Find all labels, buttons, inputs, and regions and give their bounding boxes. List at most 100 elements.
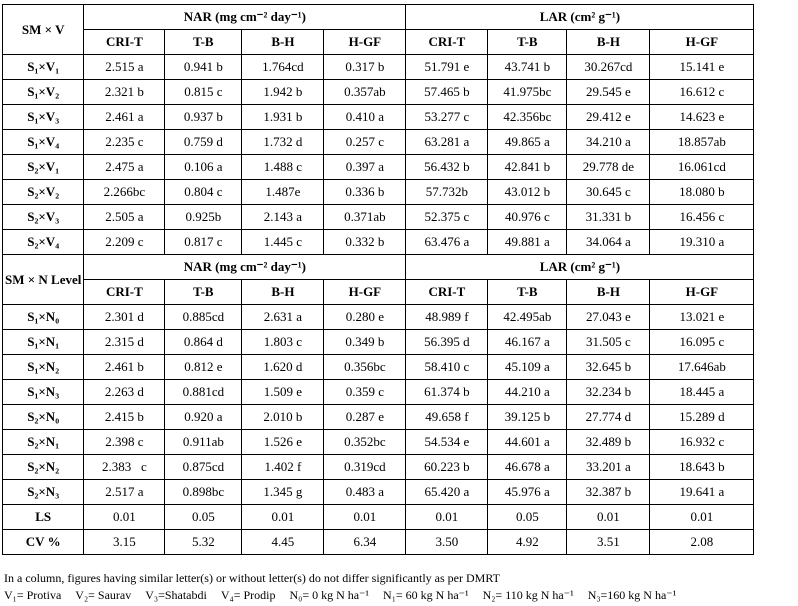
data-row: S₁×V₁ 2.515 a 0.941 b 1.764cd 0.317 b 51.791 … [1,54,755,80]
cell: 34.210 a [566,129,651,155]
cell: 2.266bc [83,179,166,205]
cell: 5.32 [164,529,243,555]
cell: 0.357ab [323,79,407,105]
cell: 2.415 b [83,404,166,430]
cell: 0.483 a [323,479,407,505]
row-label: S₁×V₃ [1,104,85,130]
cell: 2.631 a [241,304,325,330]
cell: 2.475 a [83,154,166,180]
cell: 0.812 e [164,354,243,380]
cell: 0.01 [649,504,755,530]
row-label: S₁×N₃ [1,379,85,405]
cell: 0.815 c [164,79,243,105]
cell: 2.321 b [83,79,166,105]
row-label: S₁×V₂ [1,79,85,105]
cell: 48.989 f [405,304,489,330]
cell: 1.345 g [241,479,325,505]
cell: 0.875cd [164,454,243,480]
cell: 63.476 a [405,229,489,255]
legend-item: N₂= 110 kg N ha⁻¹ [482,588,574,602]
cell: 0.01 [241,504,325,530]
cell: 31.331 b [566,204,651,230]
stage-header: B-H [566,29,651,55]
cell: 33.201 a [566,454,651,480]
cell: 1.942 b [241,79,325,105]
cell: 29.778 de [566,154,651,180]
cell: 32.234 b [566,379,651,405]
cell: 43.012 b [487,179,568,205]
cell: 0.106 a [164,154,243,180]
cell: 0.332 b [323,229,407,255]
cell: 0.359 c [323,379,407,405]
section-label: SM × V [1,4,85,55]
cell: 15.141 e [649,54,755,80]
cell: 0.05 [164,504,243,530]
stage-header: T-B [487,29,568,55]
cell: 4.92 [487,529,568,555]
cell: 0.759 d [164,129,243,155]
row-label: S₂×V₄ [1,229,85,255]
cell: 1.764cd [241,54,325,80]
cell: 0.352bc [323,429,407,455]
cell: 32.489 b [566,429,651,455]
row-label: S₂×V₁ [1,154,85,180]
cell: 0.01 [566,504,651,530]
cell: 39.125 b [487,404,568,430]
cell: 0.937 b [164,104,243,130]
stage-header: B-H [241,29,325,55]
stage-header: CRI-T [83,279,166,305]
cell: 19.641 a [649,479,755,505]
cell: 44.210 a [487,379,568,405]
cell: 1.488 c [241,154,325,180]
table-wrap: SM × V NAR (mg cm⁻² day⁻¹) LAR (cm² g⁻¹) CR… [1,4,755,555]
cell: 49.865 a [487,129,568,155]
cell: 53.277 c [405,104,489,130]
cell: 65.420 a [405,479,489,505]
cell: 17.646ab [649,354,755,380]
row-label: S₁×N₁ [1,329,85,355]
data-row: S₂×V₁ 2.475 a 0.106 a 1.488 c 0.397 a 56.432 … [1,154,755,180]
cell: 52.375 c [405,204,489,230]
cell: 60.223 b [405,454,489,480]
cell: 0.410 a [323,104,407,130]
cell: 2.235 c [83,129,166,155]
legend-item: N₁= 60 kg N ha⁻¹ [383,588,469,602]
cell: 0.257 c [323,129,407,155]
cell: 18.643 b [649,454,755,480]
cell: 54.534 e [405,429,489,455]
row-label: LS [1,504,85,530]
cell: 2.209 c [83,229,166,255]
stage-header: H-GF [649,29,755,55]
cell: 29.412 e [566,104,651,130]
cell: 42.841 b [487,154,568,180]
cell: 0.319cd [323,454,407,480]
cell: 16.612 c [649,79,755,105]
row-label: S₂×N₃ [1,479,85,505]
footnote-legend: V₁= Protiva V₂= Saurav V₃=Shatabdi V₄= Prod… [4,587,690,604]
data-row: S₁×V₃ 2.461 a 0.937 b 1.931 b 0.410 a 53.277 … [1,104,755,130]
data-row: S₁×N₁ 2.315 d 0.864 d 1.803 c 0.349 b 56.395 … [1,329,755,355]
cell: 0.371ab [323,204,407,230]
cell: 0.885cd [164,304,243,330]
cell: 16.456 c [649,204,755,230]
data-row: S₂×N₂ 2.383 c 0.875cd 1.402 f 0.319cd 60.223 … [1,454,755,480]
cell: 40.976 c [487,204,568,230]
cell: 57.465 b [405,79,489,105]
data-row: S₂×V₄ 2.209 c 0.817 c 1.445 c 0.332 b 63.476 … [1,229,755,255]
cell: 14.623 e [649,104,755,130]
cell: 4.45 [241,529,325,555]
cell: 43.741 b [487,54,568,80]
cell: 46.678 a [487,454,568,480]
cell: 2.461 b [83,354,166,380]
cell: 2.263 d [83,379,166,405]
stage-header: H-GF [323,29,407,55]
cell: 1.487e [241,179,325,205]
cell: 3.15 [83,529,166,555]
cell: 45.109 a [487,354,568,380]
group-header: LAR (cm² g⁻¹) [405,254,755,280]
cell: 32.645 b [566,354,651,380]
cell: 0.280 e [323,304,407,330]
stage-header: H-GF [323,279,407,305]
cell: 34.064 a [566,229,651,255]
